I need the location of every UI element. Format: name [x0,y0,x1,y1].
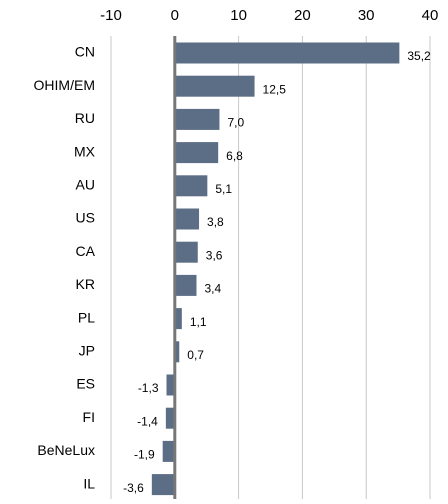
y-tick-label: RU [75,110,95,126]
value-label: 3,8 [207,215,224,229]
value-label: 5,1 [215,182,232,196]
value-label: 12,5 [263,82,287,96]
y-tick-label: AU [76,177,95,193]
bar [174,142,219,164]
y-tick-label: FI [83,409,95,425]
y-tick-label: KR [76,276,95,292]
value-label: -1,3 [138,381,159,395]
y-tick-label: CA [76,243,96,259]
bar [174,241,198,263]
bar [174,341,180,363]
bar [165,407,175,429]
bar [174,308,182,330]
bar [166,374,175,396]
bar [174,274,197,296]
bar [174,208,200,230]
value-label: 7,0 [227,116,244,130]
value-label: -1,4 [137,414,158,428]
bar [174,108,220,130]
x-tick-label: 10 [230,7,247,24]
y-tick-label: MX [74,143,96,159]
y-tick-label: ES [76,376,95,392]
value-label: 3,4 [204,282,221,296]
value-label: 1,1 [190,315,207,329]
bar [151,474,175,496]
bar [174,42,400,64]
x-tick-label: 0 [171,7,179,24]
y-tick-label: JP [79,343,95,359]
bar [174,75,255,97]
x-tick-label: -10 [100,7,122,24]
value-label: -3,6 [123,481,144,495]
x-tick-label: 20 [294,7,311,24]
y-tick-label: BeNeLux [37,442,95,458]
x-tick-label: 30 [358,7,375,24]
value-label: 6,8 [226,149,243,163]
value-label: 3,6 [206,248,223,262]
y-tick-label: PL [78,309,95,325]
bar [162,440,175,462]
value-label: 0,7 [187,348,204,362]
y-tick-label: OHIM/EM [34,77,95,93]
y-tick-label: US [76,210,95,226]
y-tick-label: CN [75,44,95,60]
y-tick-label: IL [83,475,95,491]
value-label: -1,9 [134,448,155,462]
x-tick-label: 40 [422,7,439,24]
value-label: 35,2 [407,49,431,63]
bar [174,175,208,197]
